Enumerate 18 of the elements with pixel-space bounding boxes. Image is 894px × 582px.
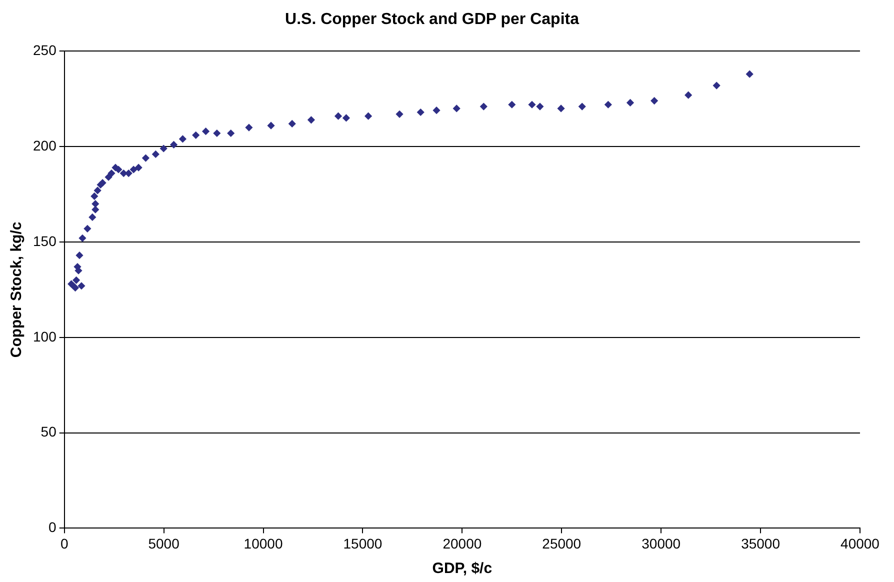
- x-tick-label: 25000: [542, 535, 582, 552]
- x-tick-label: 5000: [148, 535, 180, 552]
- y-tick-label: 200: [33, 137, 57, 154]
- x-tick-label: 0: [60, 535, 68, 552]
- x-tick-label: 15000: [343, 535, 382, 552]
- x-tick-label: 10000: [244, 535, 283, 552]
- x-tick-label: 30000: [642, 535, 681, 552]
- chart-title: U.S. Copper Stock and GDP per Capita: [285, 11, 580, 28]
- y-tick-label: 100: [33, 328, 57, 344]
- y-tick-label: 0: [48, 519, 57, 536]
- x-tick-label: 20000: [442, 535, 482, 552]
- x-tick-label: 40000: [840, 535, 880, 552]
- x-axis-title: GDP, $/c: [432, 560, 492, 578]
- x-tick-label: 35000: [741, 535, 780, 552]
- y-axis-title: Copper Stock, kg/c: [8, 222, 26, 358]
- y-tick-label: 150: [33, 232, 57, 249]
- y-tick-label: 50: [40, 424, 57, 440]
- y-tick-label: 250: [33, 42, 57, 58]
